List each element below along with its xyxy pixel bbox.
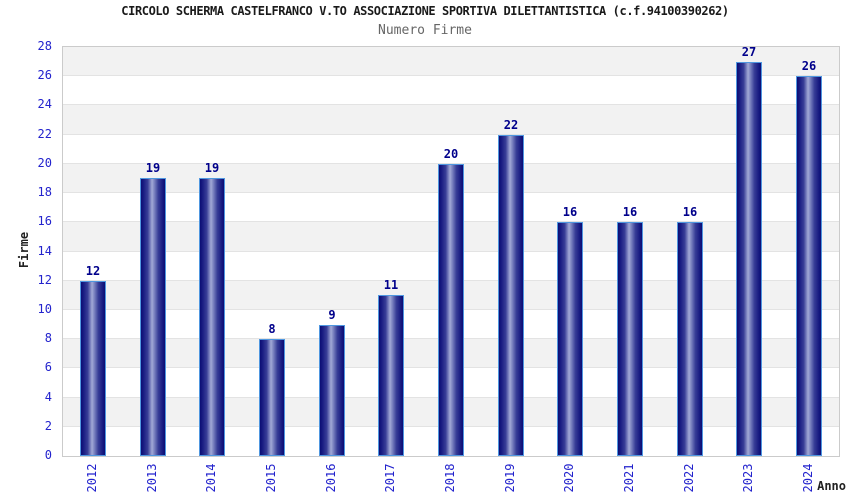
y-tick-label: 14 xyxy=(37,243,52,258)
gridline xyxy=(63,133,839,135)
y-tick-label: 6 xyxy=(44,360,52,375)
y-tick-label: 10 xyxy=(37,301,52,316)
x-tick-label: 2021 xyxy=(622,463,636,493)
bar-value-label: 22 xyxy=(503,118,519,132)
x-tick-label: 2019 xyxy=(503,463,517,493)
x-tick-label: 2018 xyxy=(443,463,457,493)
bar-value-label: 16 xyxy=(682,205,698,219)
bar-2023 xyxy=(736,62,762,456)
x-tick-label: 2015 xyxy=(264,463,278,493)
bar-2019 xyxy=(498,135,524,456)
y-tick-label: 12 xyxy=(37,272,52,287)
chart-title: CIRCOLO SCHERMA CASTELFRANCO V.TO ASSOCI… xyxy=(121,4,729,18)
bar-2021 xyxy=(617,222,643,456)
plot-band xyxy=(63,47,839,77)
bar-value-label: 12 xyxy=(85,264,101,278)
plot-area: 12 19 19 8 9 11 20 22 16 16 16 27 26 xyxy=(62,45,840,457)
x-tick-label: 2020 xyxy=(562,463,576,493)
bar-value-label: 16 xyxy=(622,205,638,219)
bar-value-label: 11 xyxy=(383,278,399,292)
x-tick-label: 2023 xyxy=(741,463,755,493)
bar-2015 xyxy=(259,339,285,456)
y-tick-label: 24 xyxy=(37,97,52,112)
x-tick-label: 2014 xyxy=(204,463,218,493)
x-tick-label: 2016 xyxy=(324,463,338,493)
y-tick-label: 4 xyxy=(44,389,52,404)
bar-value-label: 8 xyxy=(268,322,276,336)
bar-value-label: 26 xyxy=(801,59,817,73)
gridline xyxy=(63,104,839,106)
x-tick-label: 2013 xyxy=(145,463,159,493)
bar-value-label: 9 xyxy=(328,308,336,322)
y-tick-label: 18 xyxy=(37,185,52,200)
x-tick-label: 2017 xyxy=(383,463,397,493)
gridline xyxy=(63,75,839,77)
plot-band xyxy=(63,134,839,164)
plot-band xyxy=(63,105,839,135)
bar-value-label: 20 xyxy=(443,147,459,161)
x-tick-label: 2012 xyxy=(85,463,99,493)
y-tick-label: 8 xyxy=(44,331,52,346)
y-tick-label: 2 xyxy=(44,418,52,433)
bar-2022 xyxy=(677,222,703,456)
bar-2024 xyxy=(796,76,822,456)
x-tick-label: 2022 xyxy=(682,463,696,493)
bar-2017 xyxy=(378,295,404,456)
bar-value-label: 16 xyxy=(562,205,578,219)
plot-band xyxy=(63,76,839,106)
bar-2013 xyxy=(140,178,166,456)
bar-value-label: 19 xyxy=(204,161,220,175)
x-axis-title: Anno xyxy=(817,479,846,493)
y-tick-label: 26 xyxy=(37,68,52,83)
bar-2020 xyxy=(557,222,583,456)
bar-2018 xyxy=(438,164,464,456)
bar-2012 xyxy=(80,281,106,456)
y-tick-label: 0 xyxy=(44,448,52,462)
gridline xyxy=(63,162,839,164)
bar-value-label: 19 xyxy=(145,161,161,175)
bar-2014 xyxy=(199,178,225,456)
y-tick-label: 20 xyxy=(37,155,52,170)
chart-subtitle: Numero Firme xyxy=(378,23,472,38)
bar-value-label: 27 xyxy=(741,45,757,59)
y-tick-label: 16 xyxy=(37,214,52,229)
bar-2016 xyxy=(319,325,345,456)
y-tick-label: 28 xyxy=(37,39,52,53)
y-tick-label: 22 xyxy=(37,126,52,141)
